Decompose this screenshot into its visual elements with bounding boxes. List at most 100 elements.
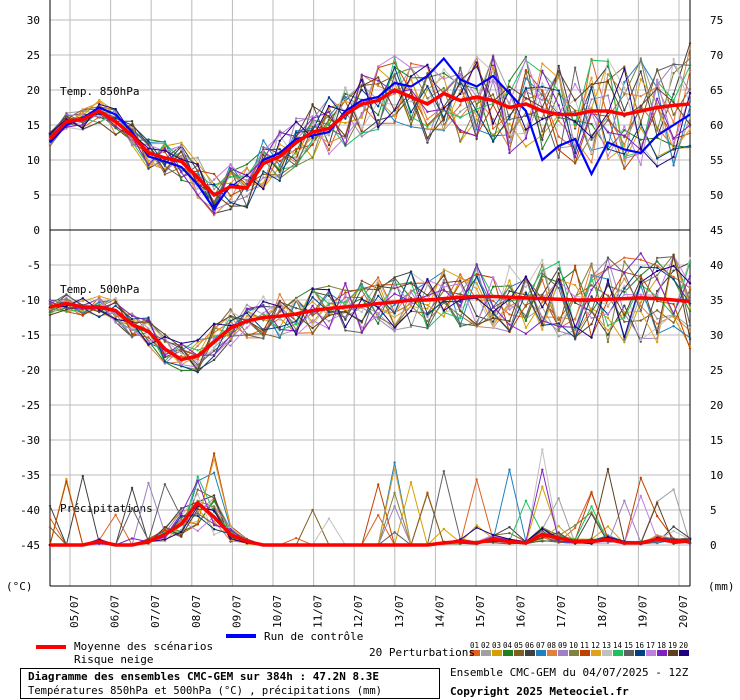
member-850-line-point xyxy=(360,131,363,135)
member-precip-line-point xyxy=(541,485,544,488)
mean-legend-swatch xyxy=(36,645,66,649)
perturbation-swatch xyxy=(668,650,678,656)
member-850-line-point xyxy=(393,54,396,58)
member-500-line-point xyxy=(524,275,528,278)
member-precip-line-point xyxy=(393,461,396,464)
x-tick-label: 19/07 xyxy=(636,595,649,628)
member-precip-line-point xyxy=(48,516,52,520)
member-850-line-point xyxy=(377,84,380,88)
member-500-line-point xyxy=(360,326,363,329)
y-tick-label-left: -15 xyxy=(20,329,40,342)
x-tick-label: 07/07 xyxy=(149,595,162,628)
member-500-line-point xyxy=(541,272,544,275)
member-500-line-point xyxy=(557,278,560,281)
member-500-line-point xyxy=(262,295,265,298)
member-500-line-point xyxy=(606,294,610,297)
member-850-line-point xyxy=(393,61,396,65)
member-500-line-point xyxy=(688,324,692,327)
member-500-line-point xyxy=(475,287,478,290)
member-500-line-point xyxy=(409,270,413,273)
member-500-line-point xyxy=(327,302,331,306)
member-500-line-point xyxy=(623,290,626,294)
member-precip-line-point xyxy=(180,512,183,515)
perturbation-id-label: 10 xyxy=(569,641,579,650)
member-500-line-point xyxy=(688,275,692,278)
y-tick-label-left: -40 xyxy=(20,504,40,517)
member-precip-line-point xyxy=(114,513,117,516)
member-850-line-point xyxy=(688,123,692,126)
member-500-line-point xyxy=(147,336,150,339)
x-tick-label: 16/07 xyxy=(515,595,528,628)
member-500-line-point xyxy=(229,344,232,347)
member-850-line-point xyxy=(278,139,281,143)
member-500-line-point xyxy=(557,335,560,338)
member-850-line-point xyxy=(688,64,692,67)
member-850-line-point xyxy=(442,123,446,126)
member-precip-line-point xyxy=(229,539,232,542)
member-500-line-point xyxy=(541,294,544,298)
member-850-line-point xyxy=(459,66,462,69)
member-500-line-point xyxy=(180,352,183,355)
member-500-line-point xyxy=(147,327,150,330)
right-unit-label: (mm) xyxy=(708,580,735,593)
member-850-line-point xyxy=(623,134,626,137)
member-500-line-point xyxy=(344,318,347,321)
member-850-line-point xyxy=(475,137,478,141)
member-precip-line-point xyxy=(573,524,577,527)
member-850-line-point xyxy=(459,85,462,89)
member-precip-line-point xyxy=(541,540,544,543)
member-850-line-point xyxy=(606,58,610,61)
member-500-line-point xyxy=(623,277,626,280)
member-precip-line-point xyxy=(590,491,593,495)
member-850-line-point xyxy=(573,161,577,165)
member-500-line-point xyxy=(508,308,511,311)
member-500-line-point xyxy=(606,329,610,332)
member-500-line-point xyxy=(508,313,511,316)
member-500-line-point xyxy=(360,285,363,289)
member-500-line-point xyxy=(360,310,363,314)
member-500-line-point xyxy=(48,309,52,313)
member-850-line-point xyxy=(426,118,429,121)
member-precip-line-point xyxy=(377,513,380,517)
member-850-line-point xyxy=(344,143,347,146)
member-500-line-point xyxy=(311,314,314,317)
member-850-line-point xyxy=(688,132,692,135)
member-850-line-point xyxy=(311,104,314,107)
member-850-line-point xyxy=(639,58,642,61)
member-500-line xyxy=(49,257,691,363)
snow-legend-label: Risque neige xyxy=(74,653,154,666)
member-precip-line-point xyxy=(475,524,478,527)
member-850-line-point xyxy=(262,181,265,185)
member-850-line-point xyxy=(98,121,101,124)
member-850-line-point xyxy=(377,126,380,129)
member-850-line-point xyxy=(65,115,68,118)
member-850-line-point xyxy=(508,79,511,82)
member-850-line-point xyxy=(508,101,511,105)
member-500-line-point xyxy=(98,300,101,304)
x-tick-label: 05/07 xyxy=(68,595,81,628)
perturbation-id-label: 11 xyxy=(580,641,589,650)
member-850-line-point xyxy=(623,155,626,158)
member-850-line-point xyxy=(229,172,232,175)
member-500-line-point xyxy=(557,316,560,319)
member-500-line-point xyxy=(147,340,150,343)
member-500-line-point xyxy=(459,322,462,325)
member-850-line-point xyxy=(327,143,331,147)
y-tick-label-left: 10 xyxy=(27,154,40,167)
member-500-line-point xyxy=(655,278,659,281)
member-850-line-point xyxy=(377,82,380,85)
member-500-line-point xyxy=(360,321,363,324)
x-tick-label: 09/07 xyxy=(230,595,243,628)
member-850-line-point xyxy=(655,97,659,100)
member-850-line-point xyxy=(212,212,216,215)
member-500-line-point xyxy=(163,339,167,342)
member-500-line-point xyxy=(426,307,429,310)
member-850-line-point xyxy=(623,125,626,128)
member-850-line-point xyxy=(426,97,429,100)
member-500-line-point xyxy=(426,312,429,316)
member-850-line-point xyxy=(442,117,446,121)
member-500-line-point xyxy=(262,300,265,303)
y-tick-label-left: 25 xyxy=(27,49,40,62)
member-850-line-point xyxy=(114,133,117,136)
perturbation-swatch xyxy=(492,650,502,656)
